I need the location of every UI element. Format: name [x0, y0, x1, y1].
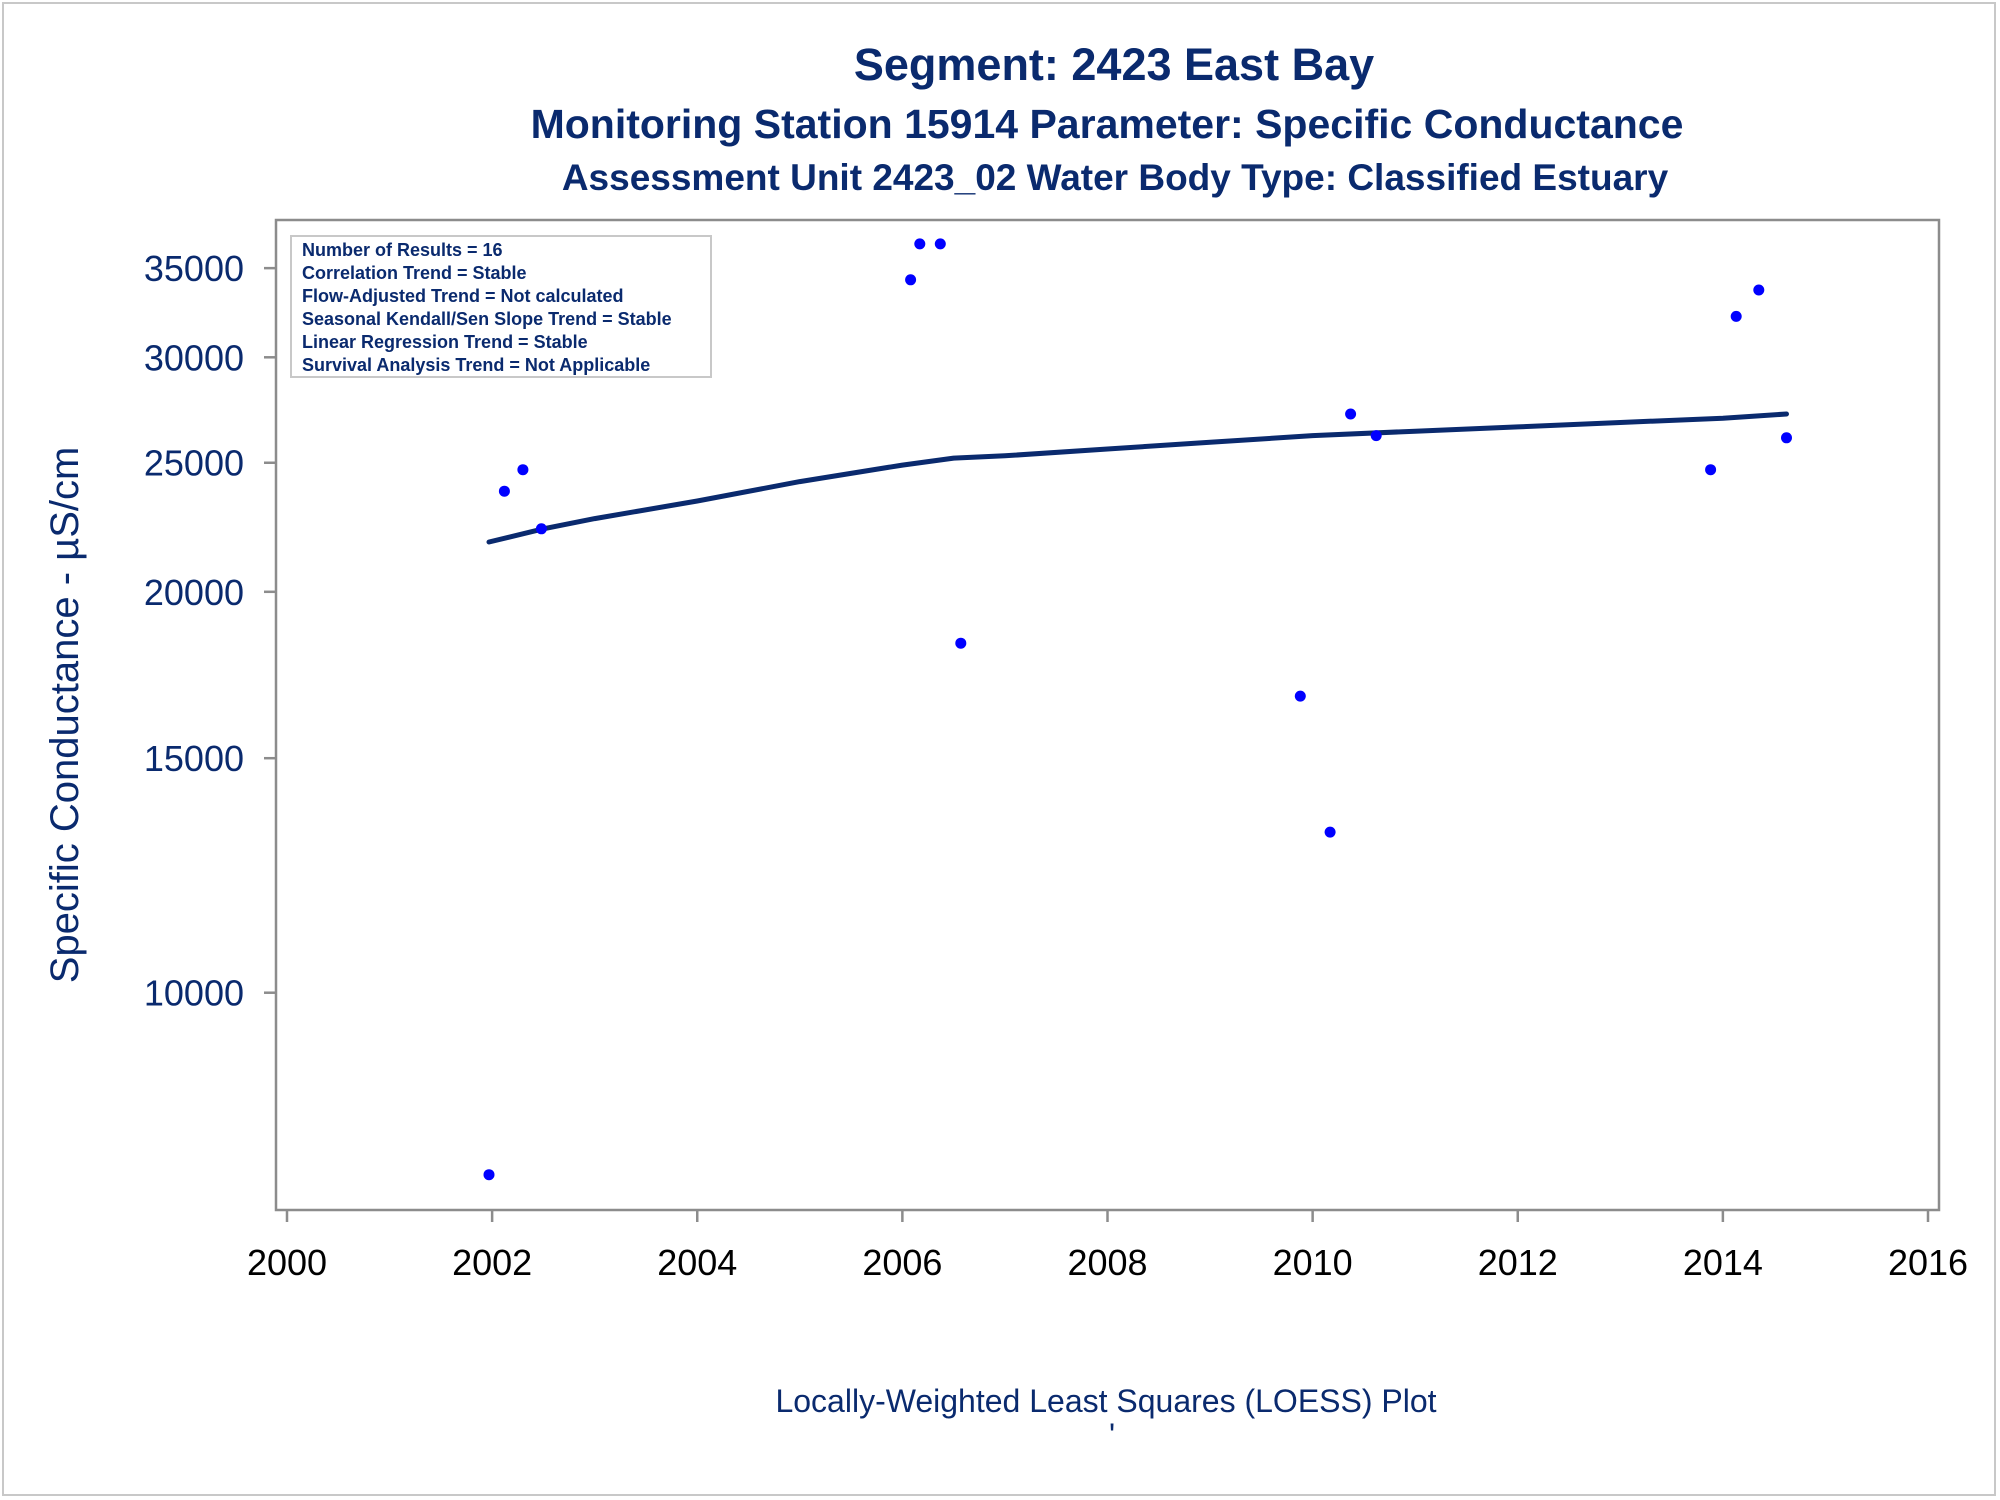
- data-point-3: [517, 464, 529, 476]
- data-point-11: [1345, 408, 1357, 420]
- data-point-2: [498, 485, 510, 497]
- data-point-12: [1370, 430, 1382, 442]
- stat-number-of-results: Number of Results = 16: [302, 240, 503, 260]
- data-points-layer: [483, 238, 1792, 1181]
- y-tick-label-10000: 10000: [144, 973, 244, 1014]
- y-axis: 10000 15000 20000 25000 30000 35000: [144, 248, 276, 1014]
- data-point-6: [914, 238, 926, 250]
- data-point-7: [934, 238, 946, 250]
- footnote-plot-type: Locally-Weighted Least Squares (LOESS) P…: [775, 1383, 1436, 1419]
- x-tick-label-2004: 2004: [657, 1242, 737, 1283]
- stat-survival-analysis-trend: Survival Analysis Trend = Not Applicable: [302, 355, 650, 375]
- y-axis-label: Specific Conductance - µS/cm: [43, 447, 87, 984]
- data-point-13: [1705, 464, 1717, 476]
- data-point-10: [1324, 826, 1336, 838]
- y-tick-label-30000: 30000: [144, 337, 244, 378]
- data-point-15: [1753, 284, 1765, 296]
- chart-subtitle-unit: Assessment Unit 2423_02 Water Body Type:…: [562, 157, 1669, 198]
- loess-curve-layer: [486, 411, 1789, 545]
- footnote-mark: ': [1109, 1417, 1115, 1453]
- data-point-5: [905, 274, 917, 286]
- stat-linear-regression-trend: Linear Regression Trend = Stable: [302, 332, 588, 352]
- x-tick-label-2012: 2012: [1478, 1242, 1558, 1283]
- data-point-8: [955, 637, 967, 649]
- x-tick-label-2002: 2002: [452, 1242, 532, 1283]
- data-point-16: [1781, 432, 1792, 444]
- x-tick-label-2010: 2010: [1273, 1242, 1353, 1283]
- stats-box-frame: [290, 235, 712, 378]
- stat-flow-adjusted-trend: Flow-Adjusted Trend = Not calculated: [302, 286, 624, 306]
- y-tick-label-20000: 20000: [144, 572, 244, 613]
- chart-subtitle-station: Monitoring Station 15914 Parameter: Spec…: [531, 101, 1684, 147]
- x-tick-label-2016: 2016: [1888, 1242, 1968, 1283]
- x-tick-label-2008: 2008: [1067, 1242, 1147, 1283]
- x-tick-label-2006: 2006: [862, 1242, 942, 1283]
- data-point-4: [535, 523, 547, 535]
- y-tick-label-15000: 15000: [144, 738, 244, 779]
- y-tick-label-25000: 25000: [144, 443, 244, 484]
- loess-trend-line: [486, 411, 1789, 545]
- data-point-14: [1730, 310, 1742, 322]
- x-tick-label-2000: 2000: [247, 1242, 327, 1283]
- x-tick-label-2014: 2014: [1683, 1242, 1763, 1283]
- x-axis: 2000 2002 2004 2006 2008 2010 2012 2014 2016: [247, 1210, 1968, 1283]
- data-point-9: [1294, 690, 1306, 702]
- chart-title: Segment: 2423 East Bay: [854, 39, 1374, 90]
- y-tick-label-35000: 35000: [144, 248, 244, 289]
- stat-correlation-trend: Correlation Trend = Stable: [302, 263, 527, 283]
- stat-seasonal-kendall-trend: Seasonal Kendall/Sen Slope Trend = Stabl…: [302, 309, 672, 329]
- stats-legend-box: Number of Results = 16 Correlation Trend…: [290, 235, 712, 378]
- data-point-1: [483, 1169, 495, 1181]
